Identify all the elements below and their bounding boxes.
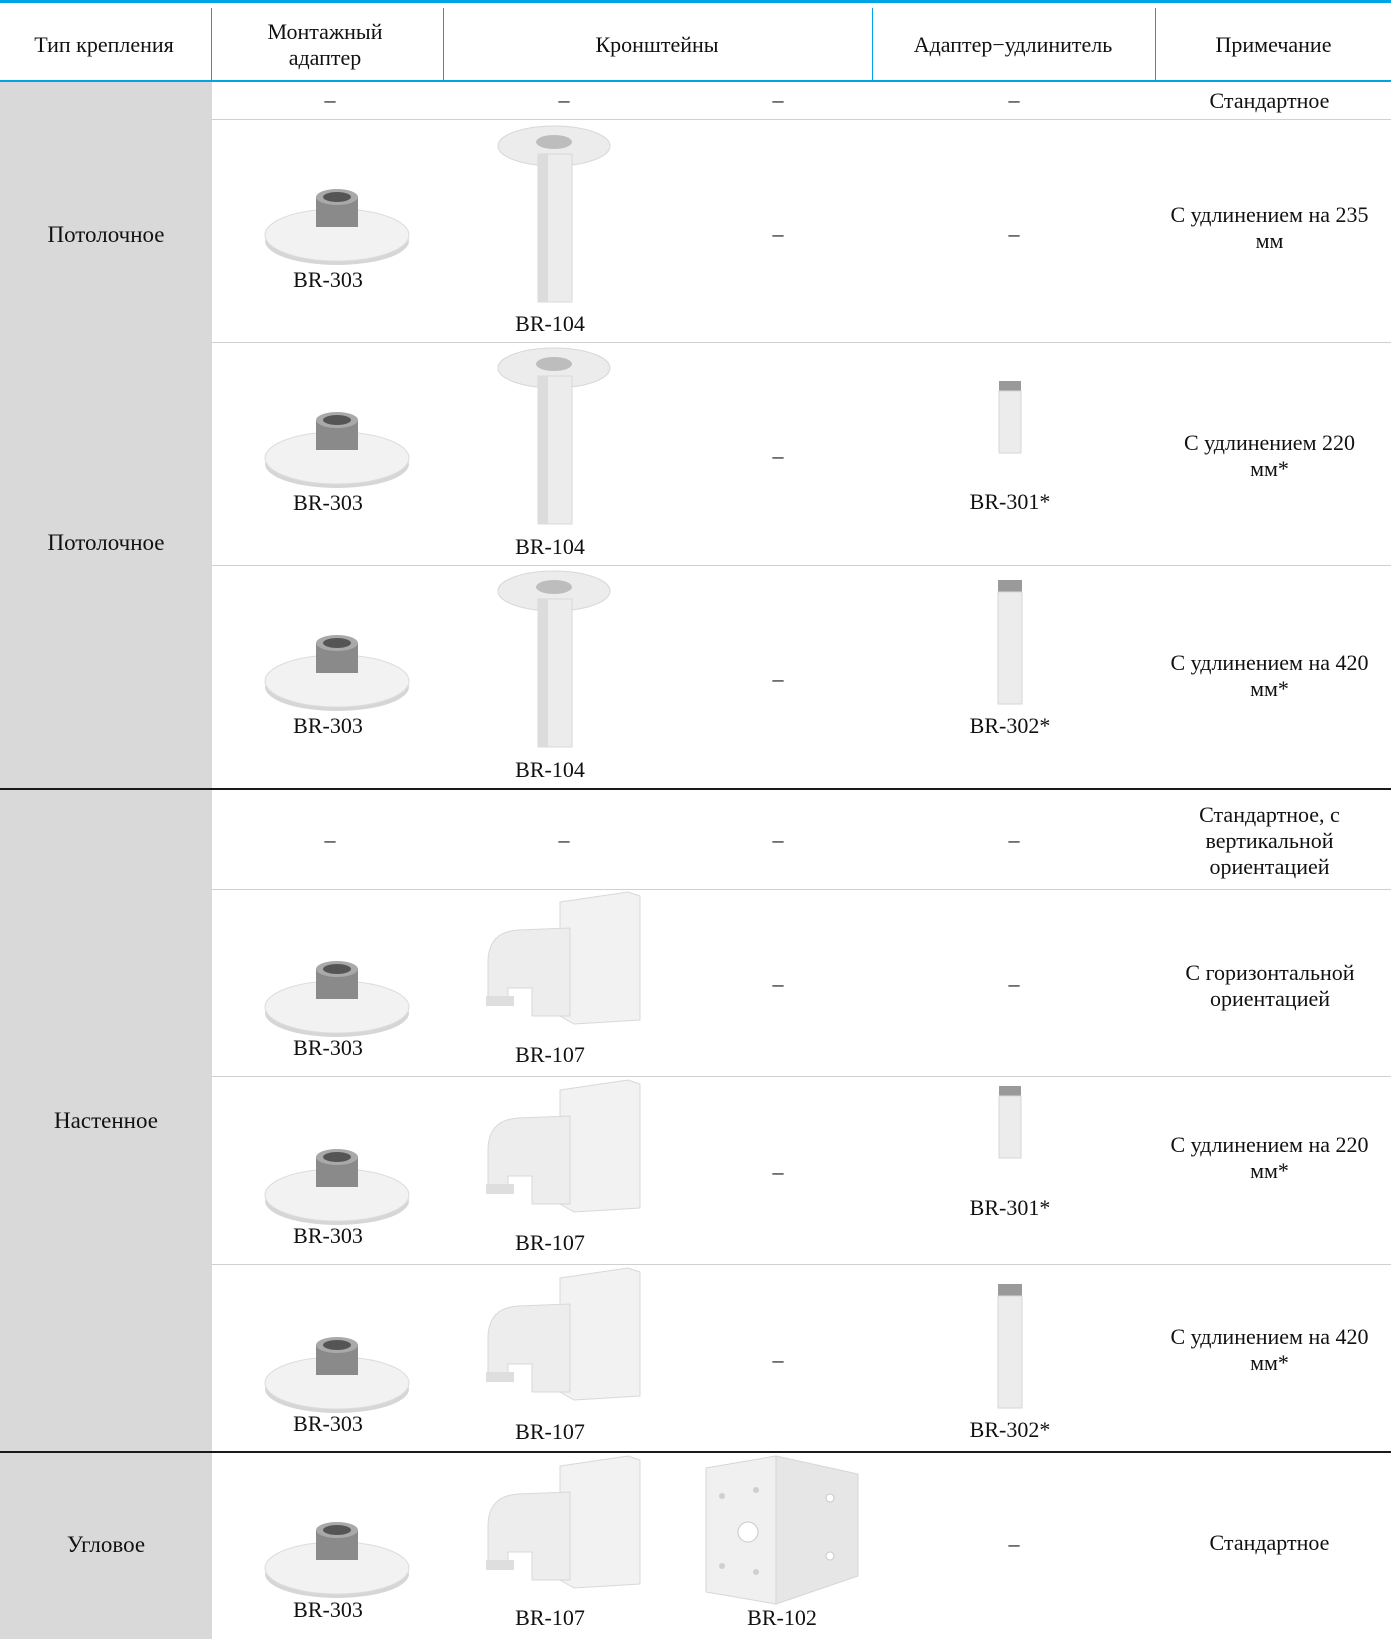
product-code: BR-107 <box>515 1230 585 1255</box>
mount-adapter-icon <box>264 1522 410 1598</box>
pendant-bracket-icon <box>497 570 611 748</box>
wall-bracket-icon <box>486 1455 641 1589</box>
product-code: BR-107 <box>515 1605 585 1630</box>
pendant-bracket-icon <box>497 347 611 525</box>
product-code: BR-303 <box>293 490 363 515</box>
header-bottom-rule <box>0 80 1391 82</box>
empty-dash: – <box>324 827 336 852</box>
product-code: BR-303 <box>293 1411 363 1436</box>
header-adapter: Монтажный адаптер <box>267 19 383 70</box>
note-cell: С удлинением 220 мм* <box>1183 430 1355 481</box>
product-code: BR-107 <box>515 1042 585 1067</box>
header-type: Тип крепления <box>34 32 174 57</box>
empty-dash: – <box>1008 827 1020 852</box>
extension-pipe-long-icon <box>997 580 1023 705</box>
note-cell: Стандартное <box>1209 1530 1330 1555</box>
header-divider <box>1155 8 1156 82</box>
product-code: BR-303 <box>293 267 363 292</box>
mount-type-ceiling: Потолочное <box>47 530 165 555</box>
mount-type-corner: Угловое <box>66 1532 146 1557</box>
product-code: BR-104 <box>515 757 585 782</box>
product-code: BR-107 <box>515 1419 585 1444</box>
row-divider <box>212 119 1391 120</box>
empty-dash: – <box>1008 221 1020 246</box>
corner-bracket-icon <box>705 1455 859 1605</box>
row-divider <box>212 565 1391 566</box>
empty-dash: – <box>772 443 784 468</box>
header-extension: Адаптер−удлинитель <box>913 32 1113 57</box>
note-cell: С удлинением на 235 мм <box>1170 202 1369 253</box>
empty-dash: – <box>558 87 570 112</box>
note-cell: С удлинением на 420 мм* <box>1170 1324 1369 1375</box>
product-code: BR-303 <box>293 713 363 738</box>
note-cell: Стандартное, с вертикальной ориентацией <box>1199 802 1340 879</box>
top-rule <box>0 0 1391 8</box>
mount-adapter-icon <box>264 189 410 265</box>
group-divider <box>0 1451 1391 1453</box>
product-code: BR-302* <box>969 1417 1051 1442</box>
header-divider <box>872 8 873 82</box>
empty-dash: – <box>324 87 336 112</box>
mount-adapter-icon <box>264 412 410 488</box>
row-divider <box>212 1076 1391 1077</box>
product-code: BR-104 <box>515 534 585 559</box>
mount-adapter-icon <box>264 1337 410 1413</box>
header-divider <box>443 8 444 82</box>
mount-type-ceiling: Потолочное <box>47 222 165 247</box>
product-code: BR-104 <box>515 311 585 336</box>
empty-dash: – <box>772 221 784 246</box>
product-code: BR-303 <box>293 1223 363 1248</box>
note-cell: С горизонтальной ориентацией <box>1185 960 1355 1011</box>
empty-dash: – <box>1008 1531 1020 1556</box>
extension-pipe-short-icon <box>998 381 1022 454</box>
product-code: BR-301* <box>969 1195 1051 1220</box>
empty-dash: – <box>558 827 570 852</box>
row-divider <box>212 342 1391 343</box>
product-code: BR-102 <box>747 1605 817 1630</box>
empty-dash: – <box>772 87 784 112</box>
empty-dash: – <box>772 1347 784 1372</box>
wall-bracket-icon <box>486 1267 641 1401</box>
mount-adapter-icon <box>264 1149 410 1225</box>
product-code: BR-302* <box>969 713 1051 738</box>
mount-type-wall: Настенное <box>54 1108 158 1133</box>
mount-adapter-icon <box>264 961 410 1037</box>
pendant-bracket-icon <box>497 125 611 303</box>
product-code: BR-303 <box>293 1035 363 1060</box>
row-divider <box>212 889 1391 890</box>
row-divider <box>212 1264 1391 1265</box>
empty-dash: – <box>1008 87 1020 112</box>
empty-dash: – <box>772 1159 784 1184</box>
mount-type-column-bg <box>0 82 212 1639</box>
empty-dash: – <box>772 666 784 691</box>
header-note: Примечание <box>1215 32 1332 57</box>
product-code: BR-301* <box>969 489 1051 514</box>
empty-dash: – <box>772 971 784 996</box>
group-divider <box>0 788 1391 790</box>
header-brackets: Кронштейны <box>595 32 719 57</box>
extension-pipe-short-icon <box>998 1086 1022 1159</box>
extension-pipe-long-icon <box>997 1284 1023 1409</box>
header-divider <box>211 8 212 82</box>
note-cell: С удлинением на 420 мм* <box>1170 650 1369 701</box>
product-code: BR-303 <box>293 1597 363 1622</box>
empty-dash: – <box>1008 971 1020 996</box>
empty-dash: – <box>772 827 784 852</box>
wall-bracket-icon <box>486 1079 641 1213</box>
note-cell: Стандартное <box>1209 88 1330 113</box>
wall-bracket-icon <box>486 891 641 1025</box>
note-cell: С удлинением на 220 мм* <box>1170 1132 1369 1183</box>
mount-adapter-icon <box>264 635 410 711</box>
